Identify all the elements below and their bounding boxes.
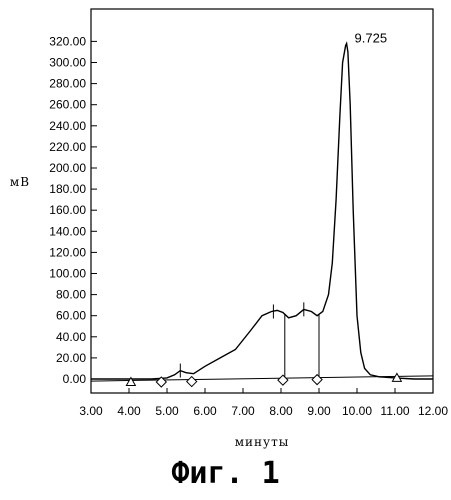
- y-tick-label: 300.00: [49, 56, 86, 70]
- y-tick-label: 200.00: [49, 161, 86, 175]
- y-tick-label: 60.00: [56, 309, 86, 323]
- x-tick-label: 11.00: [380, 404, 409, 418]
- x-tick-label: 5.00: [155, 404, 179, 418]
- drop-lines: [285, 314, 319, 378]
- y-tick-label: 320.00: [49, 34, 86, 48]
- x-tick-label: 7.00: [231, 404, 255, 418]
- y-tick-label: 0.00: [63, 372, 87, 386]
- y-tick-label: 20.00: [56, 351, 86, 365]
- y-tick-label: 240.00: [49, 119, 86, 133]
- y-tick-label: 100.00: [49, 267, 86, 281]
- x-tick-label: 3.00: [79, 404, 103, 418]
- figure-caption: Фиг. 1: [0, 456, 451, 491]
- diamond-mark: [187, 377, 197, 387]
- plot-frame: [91, 9, 433, 393]
- y-tick-label: 160.00: [49, 203, 86, 217]
- x-axis-title: минуты: [235, 435, 290, 449]
- x-tick-label: 6.00: [193, 404, 217, 418]
- chromatogram-chart: 0.00 20.00 40.00 60.00 80.00 100.00 120.00 140.…: [0, 0, 451, 460]
- diamond-mark: [312, 375, 322, 385]
- diamond-mark: [278, 375, 288, 385]
- y-axis-title: мВ: [10, 175, 30, 189]
- series-line: [91, 44, 433, 380]
- x-tick-label: 12.00: [418, 404, 448, 418]
- x-tick-label: 8.00: [269, 404, 293, 418]
- x-tick-label: 4.00: [117, 404, 141, 418]
- y-tick-label: 140.00: [49, 224, 86, 238]
- y-tick-label: 120.00: [49, 245, 86, 259]
- y-tick-label: 80.00: [56, 288, 86, 302]
- peak-label: 9.725: [355, 31, 388, 46]
- y-tick-label: 280.00: [49, 77, 86, 91]
- y-tick-label: 260.00: [49, 98, 86, 112]
- x-tick-label: 9.00: [307, 404, 331, 418]
- y-axis-ticks: 0.00 20.00 40.00 60.00 80.00 100.00 120.00 140.…: [49, 34, 97, 386]
- y-tick-label: 180.00: [49, 182, 86, 196]
- y-tick-label: 220.00: [49, 140, 86, 154]
- y-tick-label: 40.00: [56, 330, 86, 344]
- x-tick-label: 10.00: [342, 404, 372, 418]
